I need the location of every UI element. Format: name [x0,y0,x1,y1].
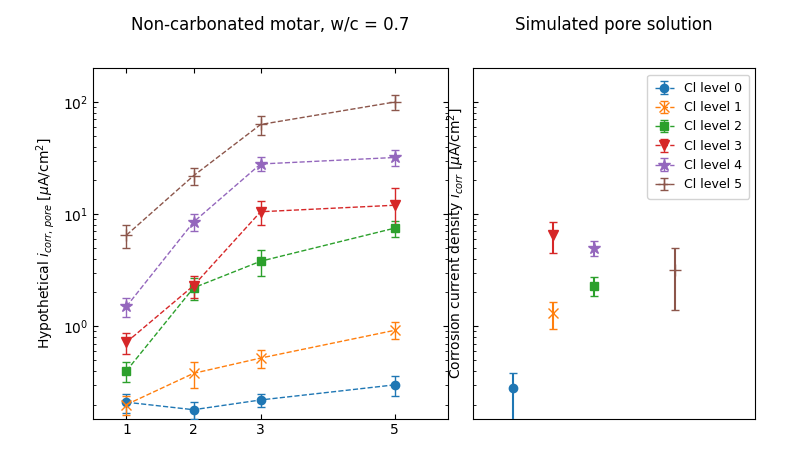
Text: Non-carbonated motar, w/c = 0.7: Non-carbonated motar, w/c = 0.7 [132,16,410,34]
Y-axis label: Corrosion current density $i_{corr}$ [$\mu$A/cm$^2$]: Corrosion current density $i_{corr}$ [$\… [445,107,467,379]
Y-axis label: Hypothetical $i_{corr,\,pore}$ [$\mu$A/cm$^2$]: Hypothetical $i_{corr,\,pore}$ [$\mu$A/c… [34,138,57,349]
Text: Simulated pore solution: Simulated pore solution [516,16,713,34]
Legend: Cl level 0, Cl level 1, Cl level 2, Cl level 3, Cl level 4, Cl level 5: Cl level 0, Cl level 1, Cl level 2, Cl l… [647,75,749,199]
